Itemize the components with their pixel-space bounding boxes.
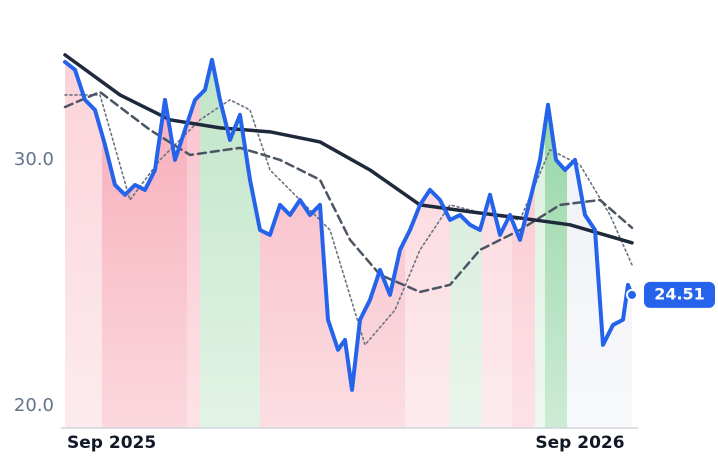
band-area	[545, 104, 567, 428]
band-area	[405, 189, 450, 428]
band-area	[512, 179, 535, 428]
x-tick-label: Sep 2025	[67, 433, 156, 453]
band-area	[260, 199, 405, 428]
x-tick-label: Sep 2026	[535, 433, 624, 453]
moving-average	[64, 94, 633, 346]
last-point	[626, 288, 638, 301]
last-value-box	[644, 281, 715, 308]
price-line	[63, 57, 634, 392]
y-tick-label: 20.0	[14, 395, 54, 416]
band-area	[535, 125, 545, 428]
moving-average	[63, 90, 634, 294]
band-area	[102, 134, 123, 428]
band-area	[123, 99, 187, 428]
band-area	[450, 214, 482, 428]
y-tick-label: 30.0	[14, 149, 54, 170]
band-area	[187, 94, 200, 428]
last-value-label: 24.51	[654, 284, 705, 303]
band-area	[65, 61, 102, 428]
band-area	[482, 194, 512, 428]
